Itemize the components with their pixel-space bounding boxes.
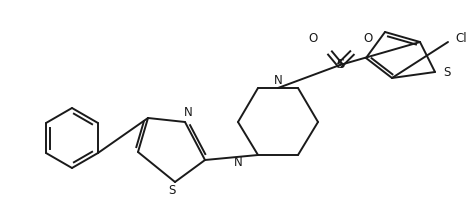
Text: S: S — [336, 59, 344, 71]
Text: N: N — [234, 155, 242, 169]
Text: N: N — [183, 106, 192, 120]
Text: O: O — [309, 31, 318, 44]
Text: O: O — [364, 31, 373, 44]
Text: S: S — [168, 184, 176, 196]
Text: S: S — [443, 65, 451, 79]
Text: N: N — [273, 73, 283, 86]
Text: Cl: Cl — [455, 31, 466, 44]
